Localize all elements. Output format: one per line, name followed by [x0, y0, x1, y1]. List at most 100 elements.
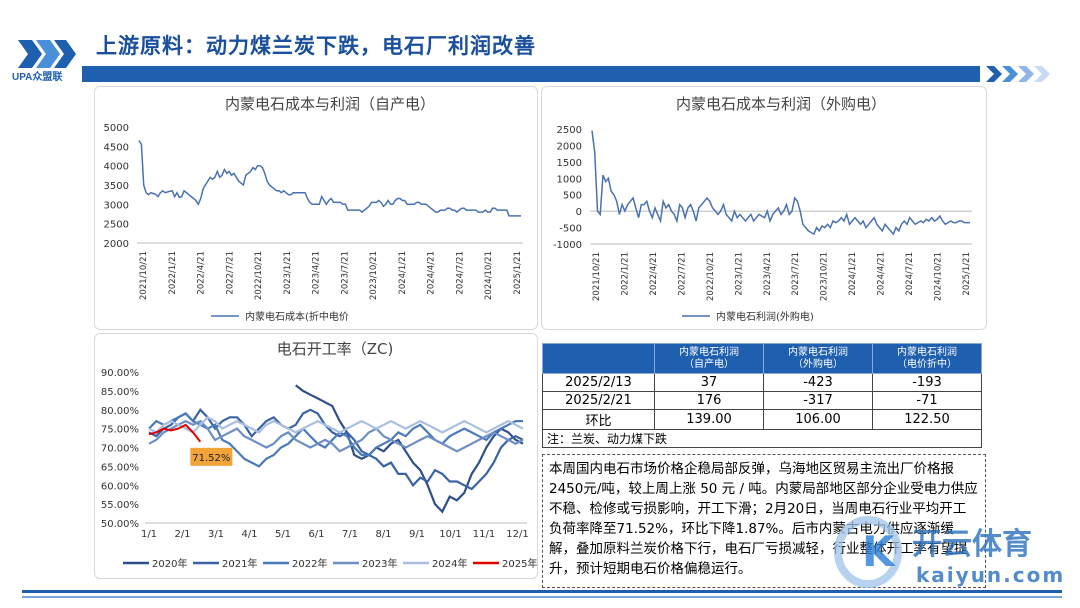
chart-panel-oprate: 电石开工率（ZC) 90.00% 85.00% 80.00% 75.00% 70.00% 6… — [94, 333, 538, 579]
table-cell: -71 — [872, 391, 982, 410]
legend-label: 2022年 — [292, 557, 327, 570]
x-tick-label: 2022/1/21 — [620, 252, 630, 296]
table-cell: 122.50 — [872, 409, 982, 430]
x-tick-label: 4/1 — [241, 529, 257, 540]
x-tick-label: 6/1 — [308, 529, 324, 540]
table-row: 2025/2/21 176 -317 -71 — [542, 391, 982, 410]
y-tick-label: -500 — [559, 224, 582, 235]
legend-label: 内蒙电石利润(外购电) — [716, 310, 814, 323]
x-tick-label: 2022/4/21 — [197, 251, 207, 295]
x-tick-label: 2023/7/21 — [340, 251, 350, 295]
series-line — [148, 415, 524, 434]
x-tick-label: 2025/1/21 — [962, 252, 972, 296]
x-tick-label: 5/1 — [275, 529, 291, 540]
commentary-text: 本周国内电石市场价格企稳局部反弹，乌海地区贸易主流出厂价格报2450元/吨，较上… — [542, 454, 986, 588]
annotation-label: 71.52% — [192, 453, 230, 464]
y-tick-label: 1000 — [557, 174, 582, 185]
chart-panel-self: 内蒙电石成本与利润（自产电） 5000 4500 4000 3500 3000 2500 20… — [94, 86, 538, 330]
series-line — [148, 412, 523, 468]
series-line — [148, 408, 524, 491]
y-tick-label: 2000 — [557, 141, 582, 152]
y-tick-label: 0 — [576, 207, 582, 218]
x-tick-label: 3/1 — [208, 529, 224, 540]
y-tick-label: 75.00% — [101, 425, 139, 436]
series-line — [295, 384, 524, 514]
x-tick-label: 2023/7/21 — [791, 252, 801, 296]
slide-header: UPA众盟联 上游原料：动力煤兰炭下跌，电石厂利润改善 — [0, 0, 1080, 85]
series-line — [148, 419, 524, 453]
y-tick-label: 2500 — [557, 125, 582, 136]
y-tick-label: 5000 — [104, 123, 129, 134]
legend-label: 内蒙电石成本(折中电价 — [245, 310, 349, 323]
chart-outside-power: 内蒙电石成本与利润（外购电） 2500 2000 1500 1000 500 0 -500 -1… — [553, 95, 972, 323]
watermark-k: K — [862, 527, 896, 576]
table-cell: 106.00 — [763, 409, 873, 430]
x-tick-label: 2023/1/21 — [734, 252, 744, 296]
watermark-url: kaiyun.com — [916, 563, 1065, 587]
x-tick-label: 2024/1/21 — [848, 252, 858, 296]
y-tick-label: 2500 — [104, 220, 129, 231]
y-tick-label: 65.00% — [101, 462, 139, 473]
y-tick-label: 4500 — [104, 142, 129, 153]
footer-line — [22, 590, 1062, 593]
table-cell: -193 — [872, 373, 982, 392]
y-tick-label: 2000 — [104, 239, 129, 250]
chart-panel-outside: 内蒙电石成本与利润（外购电） 2500 2000 1500 1000 500 0 -500 -1… — [541, 86, 987, 330]
x-tick-label: 1/1 — [141, 529, 157, 540]
y-tick-label: 1500 — [557, 158, 582, 169]
y-tick-label: 3500 — [104, 181, 129, 192]
series-line — [591, 130, 970, 236]
x-tick-label: 2024/1/21 — [398, 251, 408, 295]
x-tick-label: 2024/7/21 — [455, 251, 465, 295]
x-tick-label: 2022/7/21 — [677, 252, 687, 296]
x-tick-label: 2022/10/21 — [706, 252, 716, 301]
kaiyun-watermark: K 开云体育 kaiyun.com — [834, 516, 1065, 588]
table-cell: 37 — [654, 373, 764, 392]
legend-label: 2020年 — [152, 557, 187, 570]
x-tick-label: 2022/10/21 — [254, 251, 264, 300]
y-tick-label: 4000 — [104, 162, 129, 173]
x-tick-label: 2021/10/21 — [139, 251, 149, 300]
y-tick-label: 60.00% — [101, 481, 139, 492]
chart-self-power: 内蒙电石成本与利润（自产电） 5000 4500 4000 3500 3000 2500 20… — [104, 95, 523, 323]
x-tick-label: 2021/10/21 — [592, 252, 602, 301]
logo-text: UPA众盟联 — [12, 72, 63, 83]
x-tick-label: 2023/10/21 — [369, 251, 379, 300]
x-tick-label: 2023/4/21 — [763, 252, 773, 296]
chart-title: 内蒙电石成本与利润（自产电） — [225, 95, 435, 113]
footer-line-thin — [22, 596, 1062, 598]
chart-operating-rate: 电石开工率（ZC) 90.00% 85.00% 80.00% 75.00% 70.00% 6… — [101, 340, 538, 570]
title-bar — [82, 66, 980, 82]
upa-logo-icon — [18, 40, 76, 68]
table-cell: 环比 — [542, 409, 655, 430]
chart-title: 电石开工率（ZC) — [277, 340, 394, 358]
x-tick-label: 2023/1/21 — [283, 251, 293, 295]
table-cell: 2025/2/13 — [542, 373, 655, 392]
x-tick-label: 11/1 — [473, 529, 495, 540]
x-tick-label: 2023/10/21 — [820, 252, 830, 301]
y-tick-label: 55.00% — [101, 500, 139, 511]
legend-label: 2021年 — [222, 557, 257, 570]
table-cell: -423 — [763, 373, 873, 392]
table-header-cell: 内蒙电石利润 （外购电） — [763, 343, 873, 374]
x-tick-label: 2024/10/21 — [934, 252, 944, 301]
x-tick-label: 2024/4/21 — [877, 252, 887, 296]
table-header-cell — [542, 343, 655, 374]
x-tick-label: 2024/7/21 — [905, 252, 915, 296]
y-tick-label: 3000 — [104, 200, 129, 211]
y-tick-label: 70.00% — [101, 444, 139, 455]
watermark-brand: 开云体育 — [912, 527, 1032, 562]
page-title: 上游原料：动力煤兰炭下跌，电石厂利润改善 — [96, 34, 536, 58]
y-tick-label: 50.00% — [101, 519, 139, 530]
table-cell: 176 — [654, 391, 764, 410]
x-tick-label: 2025/1/21 — [513, 251, 523, 295]
x-tick-label: 2022/1/21 — [168, 251, 178, 295]
table-note-row: 注：兰炭、动力煤下跌 — [542, 429, 982, 448]
x-tick-label: 2022/7/21 — [225, 251, 235, 295]
chevrons-icon — [986, 66, 1050, 82]
table-row: 2025/2/13 37 -423 -193 — [542, 373, 982, 392]
table-header-row: 内蒙电石利润 （自产电） 内蒙电石利润 （外购电） 内蒙电石利润 （电价折中） — [542, 343, 982, 374]
y-tick-label: 80.00% — [101, 406, 139, 417]
series-line — [138, 140, 521, 217]
x-tick-label: 2/1 — [174, 529, 190, 540]
